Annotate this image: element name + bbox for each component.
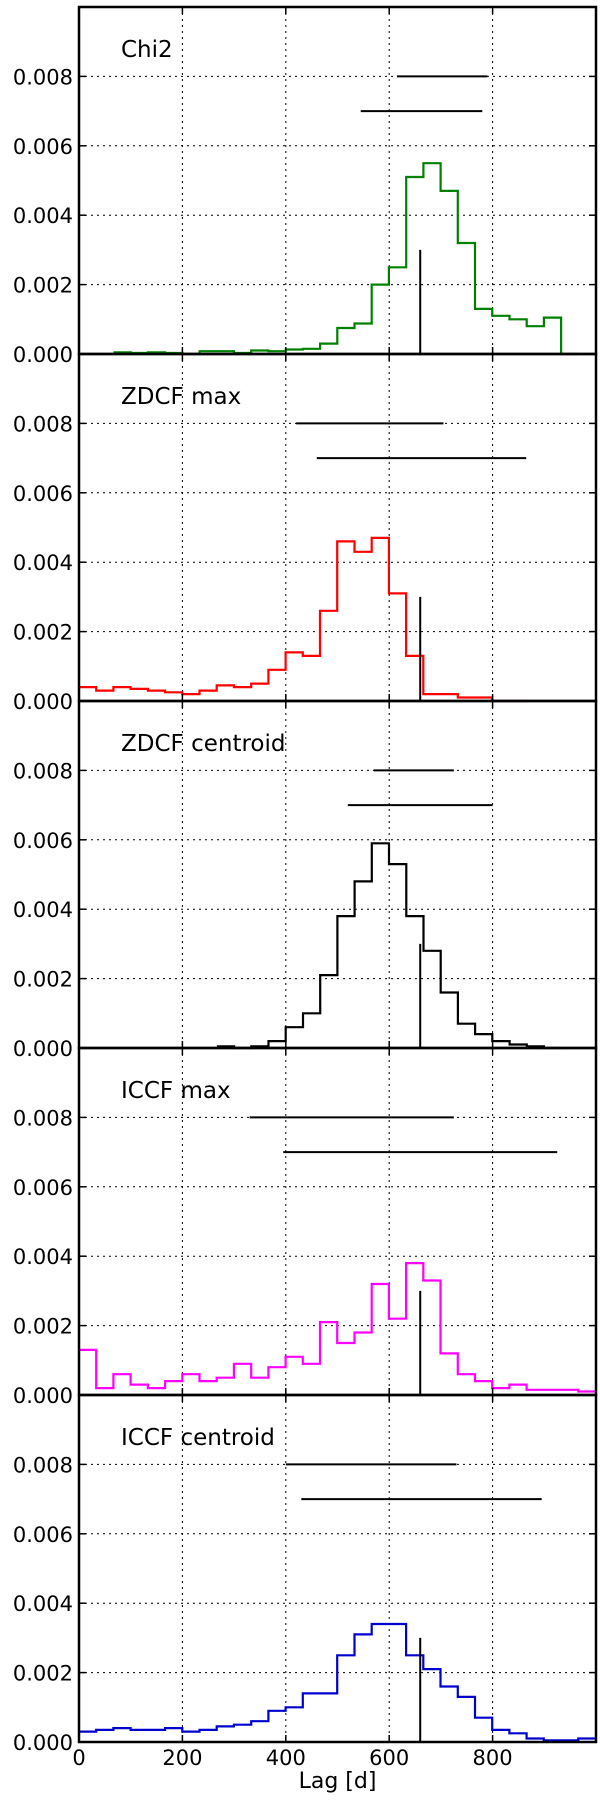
histogram-series	[79, 1622, 596, 1742]
y-tick-label: 0.008	[13, 1453, 73, 1477]
x-tick-label: 400	[266, 1746, 306, 1770]
panel-zdcf-max: 0.000 0.002 0.004 0.006 0.008 ZDCF max	[13, 352, 598, 714]
histogram-series	[216, 842, 562, 1050]
y-tick-label: 0.004	[13, 1592, 73, 1616]
panel-title: ZDCF centroid	[121, 731, 285, 757]
panel-frame	[77, 1393, 598, 1744]
y-tick-label: 0.002	[13, 621, 73, 645]
x-tick-label: 0	[72, 1746, 85, 1770]
y-tick-label: 0.008	[13, 1106, 73, 1130]
y-tick-label: 0.002	[13, 1315, 73, 1339]
histogram-series	[79, 536, 527, 703]
histogram-series	[113, 162, 579, 356]
y-tick-label: 0.000	[13, 1037, 73, 1061]
panel-title: ZDCF max	[121, 384, 241, 410]
x-tick-label: 800	[473, 1746, 513, 1770]
x-tick-label: 200	[162, 1746, 202, 1770]
y-tick-label: 0.000	[13, 690, 73, 714]
panel-iccf-max: 0.000 0.002 0.004 0.006 0.008 ICCF max	[13, 1046, 598, 1408]
panel-title: ICCF max	[121, 1078, 231, 1104]
y-tick-label: 0.006	[13, 1176, 73, 1200]
y-tick-label: 0.004	[13, 1245, 73, 1269]
y-tick-label: 0.006	[13, 482, 73, 506]
y-tick-label: 0.002	[13, 1662, 73, 1686]
y-tick-label: 0.006	[13, 135, 73, 159]
y-tick-label: 0.002	[13, 274, 73, 298]
x-tick-label: 600	[369, 1746, 409, 1770]
y-tick-label: 0.006	[13, 829, 73, 853]
y-tick-label: 0.002	[13, 968, 73, 992]
panel-title: Chi2	[121, 37, 173, 63]
y-tick-label: 0.000	[13, 1731, 73, 1755]
panel-title: ICCF centroid	[121, 1425, 275, 1451]
histogram-series	[79, 1262, 596, 1393]
y-tick-label: 0.000	[13, 1384, 73, 1408]
y-tick-label: 0.000	[13, 343, 73, 367]
y-tick-label: 0.008	[13, 759, 73, 783]
y-tick-label: 0.006	[13, 1523, 73, 1547]
y-tick-label: 0.004	[13, 204, 73, 228]
y-tick-label: 0.004	[13, 551, 73, 575]
y-tick-label: 0.008	[13, 65, 73, 89]
panel-iccf-centroid: 0.000 0.002 0.004 0.006 0.008 ICCF centroid	[13, 1393, 598, 1755]
y-tick-label: 0.004	[13, 898, 73, 922]
y-tick-label: 0.008	[13, 412, 73, 436]
panel-zdcf-centroid: 0.000 0.002 0.004 0.006 0.008 ZDCF centroid	[13, 699, 598, 1061]
x-axis-title: Lag [d]	[299, 1769, 377, 1794]
panel-chi2: 0.000 0.002 0.004 0.006 0.008 Chi2	[13, 5, 598, 367]
